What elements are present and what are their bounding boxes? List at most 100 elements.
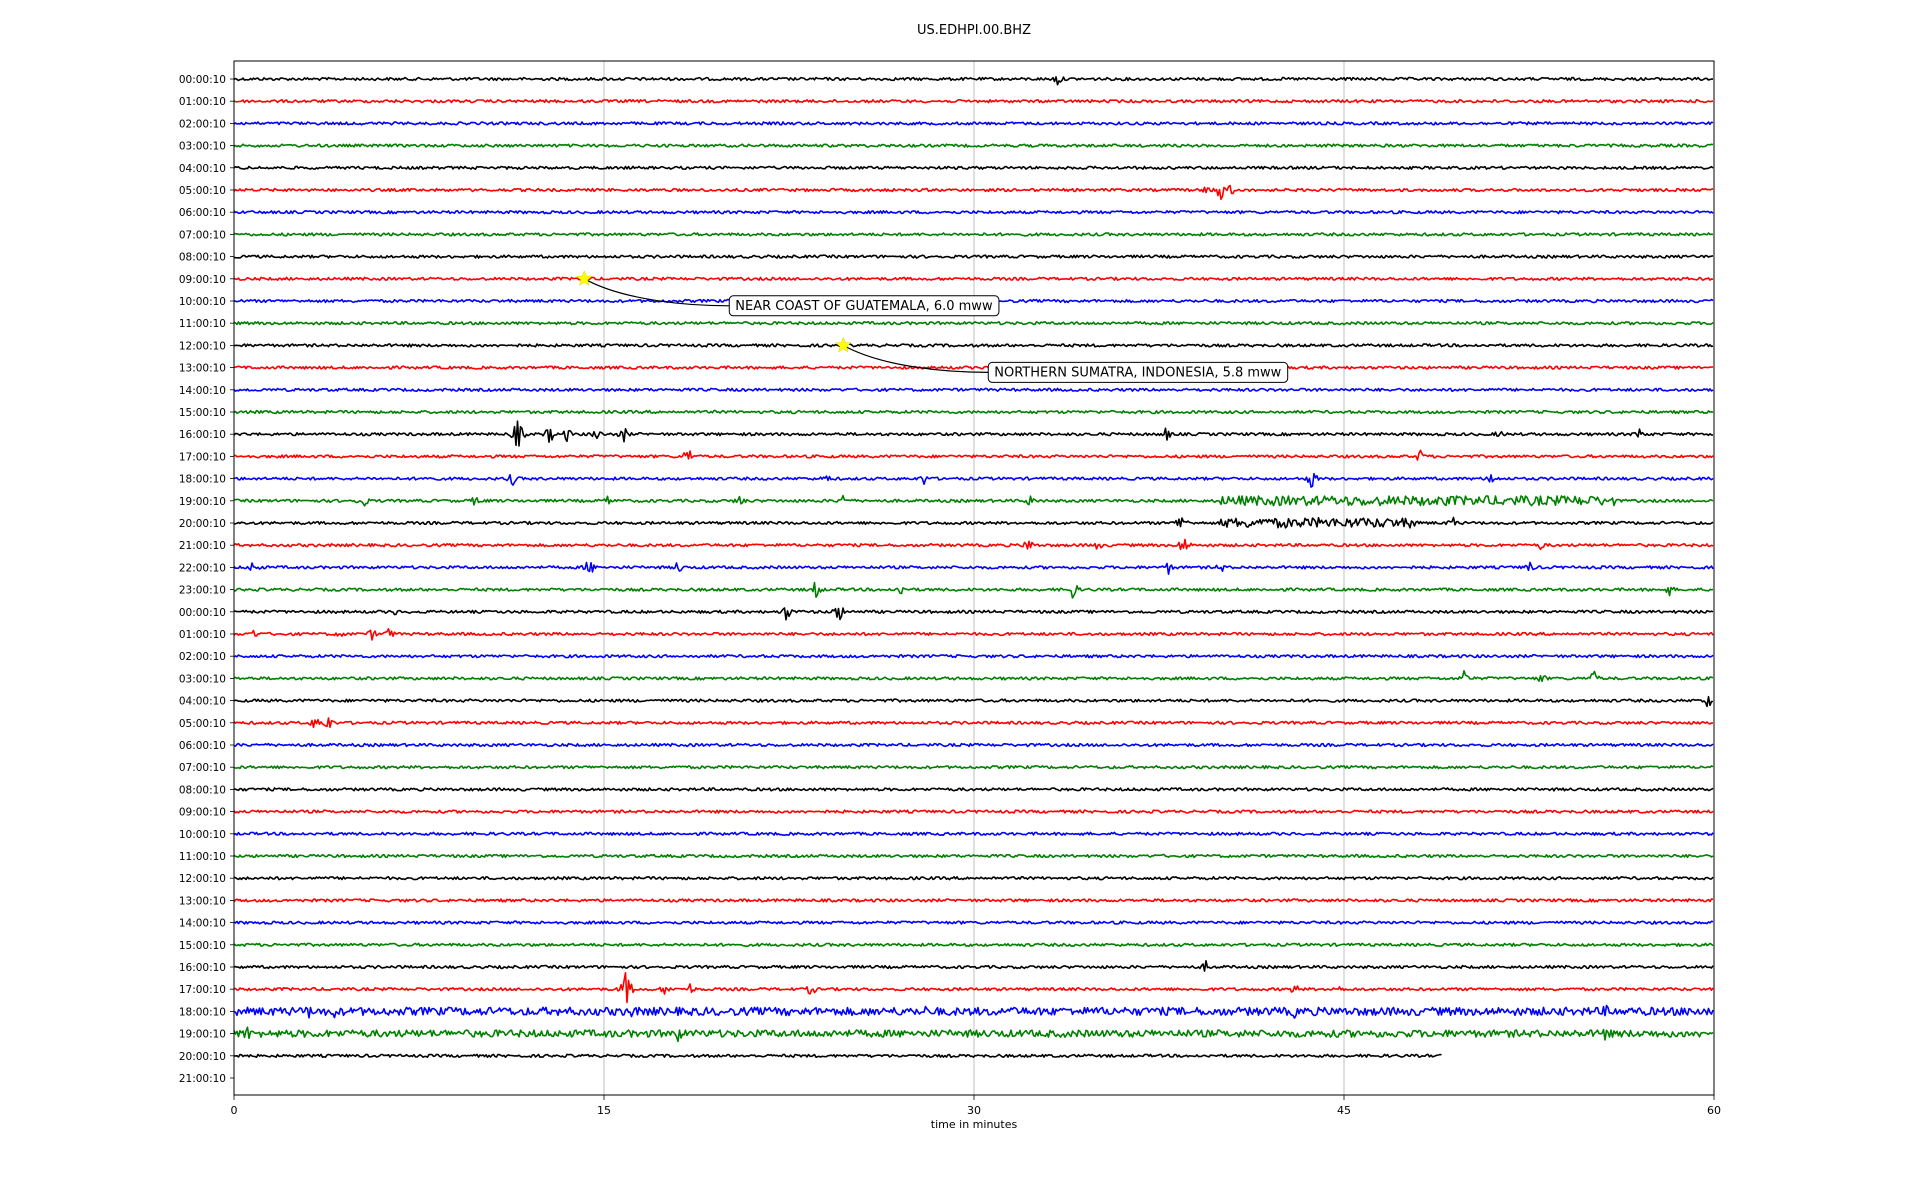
trace-26: [233, 654, 1714, 659]
trace-14: [233, 387, 1714, 392]
trace-8: [233, 254, 1714, 259]
row-label: 17:00:10: [179, 984, 226, 996]
x-tick-label: 0: [231, 1104, 238, 1117]
annotation-connector: [842, 344, 989, 373]
trace-32: [233, 787, 1714, 792]
trace-28: [233, 695, 1713, 708]
trace-4: [233, 165, 1714, 170]
row-label: 05:00:10: [179, 718, 226, 730]
trace-36: [233, 876, 1714, 881]
x-tick-label: 45: [1337, 1104, 1351, 1117]
trace-44: [233, 1053, 1442, 1058]
x-tick-label: 30: [967, 1104, 981, 1117]
row-label: 17:00:10: [179, 451, 226, 463]
row-label: 05:00:10: [179, 185, 226, 197]
row-label: 16:00:10: [179, 962, 226, 974]
row-label: 10:00:10: [179, 829, 226, 841]
row-label: 04:00:10: [179, 696, 226, 708]
trace-24: [234, 607, 1714, 621]
trace-6: [233, 210, 1714, 215]
row-label: 02:00:10: [179, 651, 226, 663]
event-label: NORTHERN SUMATRA, INDONESIA, 5.8 mww: [994, 365, 1281, 380]
trace-18: [233, 472, 1714, 488]
row-label: 18:00:10: [179, 1006, 226, 1018]
trace-38: [233, 920, 1714, 925]
grid-lines: [603, 61, 1345, 1095]
row-label: 13:00:10: [179, 363, 226, 375]
trace-19: [233, 494, 1714, 507]
row-label: 12:00:10: [179, 340, 226, 352]
trace-35: [233, 853, 1714, 859]
trace-15: [233, 409, 1714, 415]
trace-33: [233, 809, 1714, 814]
row-label: 04:00:10: [179, 163, 226, 175]
event-label-box: [728, 295, 1000, 317]
row-label: 15:00:10: [179, 940, 226, 952]
trace-group: [233, 76, 1714, 1058]
trace-41: [233, 972, 1714, 1004]
row-label: 03:00:10: [179, 673, 226, 685]
trace-42: [233, 1004, 1714, 1019]
row-label: 16:00:10: [179, 429, 226, 441]
trace-9: [233, 276, 1714, 281]
annotation-connector: [583, 278, 730, 307]
x-tick-label: 15: [597, 1104, 611, 1117]
row-label: 00:00:10: [179, 74, 226, 86]
row-label: 11:00:10: [179, 318, 226, 330]
trace-31: [233, 765, 1714, 770]
row-label: 11:00:10: [179, 851, 226, 863]
row-label: 07:00:10: [179, 762, 226, 774]
row-label: 21:00:10: [179, 1073, 226, 1085]
trace-16: [233, 420, 1714, 447]
row-label: 06:00:10: [179, 207, 226, 219]
trace-20: [233, 516, 1714, 529]
trace-13: [233, 365, 1714, 370]
row-label: 09:00:10: [179, 274, 226, 286]
event-label-box: [987, 361, 1289, 383]
row-label: 21:00:10: [179, 540, 226, 552]
trace-23: [233, 581, 1714, 599]
trace-17: [233, 449, 1714, 461]
x-axis-ticks: 0 15 30 45 60: [231, 1095, 1721, 1117]
row-label: 20:00:10: [179, 1051, 226, 1063]
trace-0: [233, 76, 1713, 86]
row-label: 14:00:10: [179, 918, 226, 930]
trace-34: [233, 831, 1714, 836]
row-label: 07:00:10: [179, 229, 226, 241]
row-label: 13:00:10: [179, 895, 226, 907]
trace-12: [233, 343, 1714, 348]
x-tick-label: 60: [1707, 1104, 1721, 1117]
row-label: 22:00:10: [179, 562, 226, 574]
trace-39: [233, 942, 1714, 947]
trace-30: [234, 742, 1714, 748]
event-star-marker: [576, 270, 593, 286]
x-axis-label: time in minutes: [931, 1118, 1018, 1131]
row-label: 10:00:10: [179, 296, 226, 308]
trace-37: [233, 898, 1714, 903]
trace-27: [233, 670, 1714, 683]
row-label: 00:00:10: [179, 607, 226, 619]
row-label: 01:00:10: [179, 96, 226, 108]
trace-11: [233, 321, 1714, 326]
row-label: 01:00:10: [179, 629, 226, 641]
trace-5: [233, 184, 1714, 201]
trace-25: [233, 628, 1714, 641]
event-label: NEAR COAST OF GUATEMALA, 6.0 mww: [735, 299, 993, 314]
row-label: 18:00:10: [179, 474, 226, 486]
row-label: 06:00:10: [179, 740, 226, 752]
row-label: 19:00:10: [179, 1029, 226, 1041]
row-label: 08:00:10: [179, 784, 226, 796]
row-label: 23:00:10: [179, 585, 226, 597]
trace-22: [233, 561, 1714, 575]
annotation-group: NEAR COAST OF GUATEMALA, 6.0 mww NORTHERN…: [576, 270, 1289, 383]
row-label: 03:00:10: [179, 141, 226, 153]
row-label: 19:00:10: [179, 496, 226, 508]
trace-21: [233, 538, 1714, 551]
row-label: 12:00:10: [179, 873, 226, 885]
row-label: 09:00:10: [179, 807, 226, 819]
trace-3: [233, 143, 1714, 148]
trace-7: [233, 232, 1714, 237]
row-label: 20:00:10: [179, 518, 226, 530]
event-star-marker: [835, 336, 852, 353]
